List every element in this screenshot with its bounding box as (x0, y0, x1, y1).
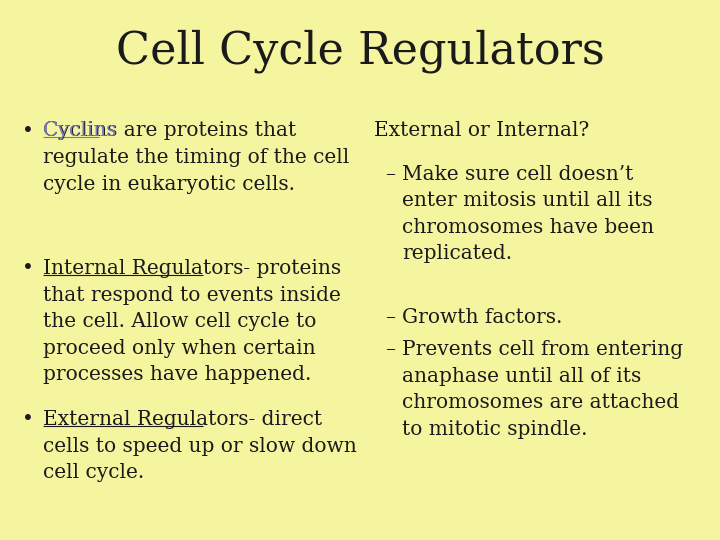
Text: Prevents cell from entering
anaphase until all of its
chromosomes are attached
t: Prevents cell from entering anaphase unt… (402, 340, 683, 438)
Text: Cyclins: Cyclins (43, 122, 117, 140)
Text: Growth factors.: Growth factors. (402, 308, 562, 327)
Text: –: – (385, 340, 395, 359)
Text: •: • (22, 122, 33, 140)
Text: •: • (22, 410, 33, 429)
Text: Cell Cycle Regulators: Cell Cycle Regulators (116, 30, 604, 73)
Text: Make sure cell doesn’t
enter mitosis until all its
chromosomes have been
replica: Make sure cell doesn’t enter mitosis unt… (402, 165, 654, 263)
Text: External Regulators- direct
cells to speed up or slow down
cell cycle.: External Regulators- direct cells to spe… (43, 410, 357, 482)
Text: Internal Regulators- proteins
that respond to events inside
the cell. Allow cell: Internal Regulators- proteins that respo… (43, 259, 341, 384)
Text: Cyclins are proteins that
regulate the timing of the cell
cycle in eukaryotic ce: Cyclins are proteins that regulate the t… (43, 122, 349, 193)
Text: –: – (385, 308, 395, 327)
Text: External or Internal?: External or Internal? (374, 122, 590, 140)
Text: •: • (22, 259, 33, 278)
Text: –: – (385, 165, 395, 184)
